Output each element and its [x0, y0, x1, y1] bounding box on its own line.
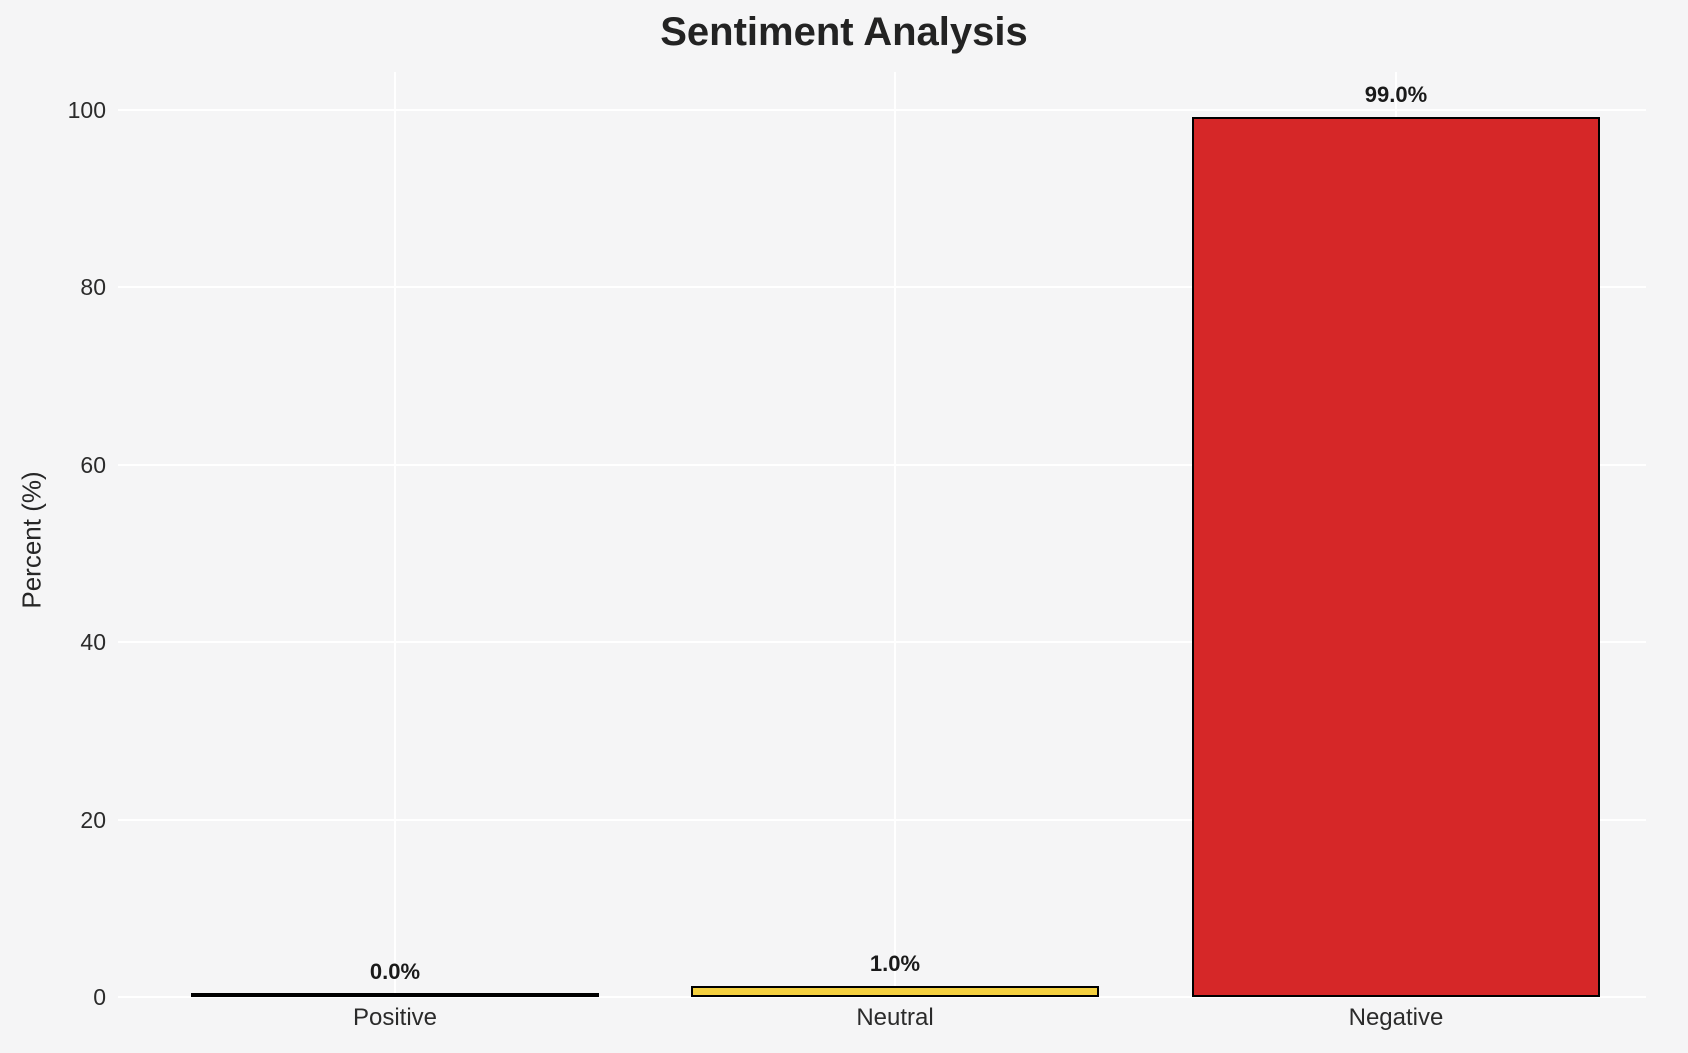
v-gridline-positive: [394, 72, 396, 997]
bar-negative: [1192, 116, 1600, 997]
chart-title: Sentiment Analysis: [660, 10, 1028, 54]
h-gridline-0: [118, 996, 1646, 998]
bar-value-label-neutral: 1.0%: [869, 951, 921, 977]
y-tick-label-60: 60: [80, 451, 106, 478]
y-tick-label-40: 40: [80, 629, 106, 656]
bar-value-label-negative: 99.0%: [1364, 81, 1428, 107]
h-gridline-20: [118, 818, 1646, 821]
h-gridline-40: [118, 641, 1646, 644]
y-tick-label-80: 80: [80, 274, 106, 301]
h-gridline-100: [118, 108, 1646, 111]
y-axis-label: Percent (%): [16, 471, 47, 609]
bar-positive: [191, 993, 599, 997]
bar-neutral: [691, 986, 1099, 997]
h-gridline-80: [118, 286, 1646, 289]
y-tick-label-20: 20: [80, 806, 106, 833]
y-tick-label-0: 0: [93, 984, 106, 1010]
x-tick-label-neutral: Neutral: [856, 1004, 934, 1031]
x-tick-label-negative: Negative: [1348, 1004, 1444, 1031]
h-gridline-60: [118, 463, 1646, 466]
bar-value-label-positive: 0.0%: [369, 959, 421, 984]
x-tick-label-positive: Positive: [352, 1004, 438, 1031]
y-tick-label-100: 100: [67, 96, 106, 123]
v-gridline-neutral: [894, 72, 896, 997]
